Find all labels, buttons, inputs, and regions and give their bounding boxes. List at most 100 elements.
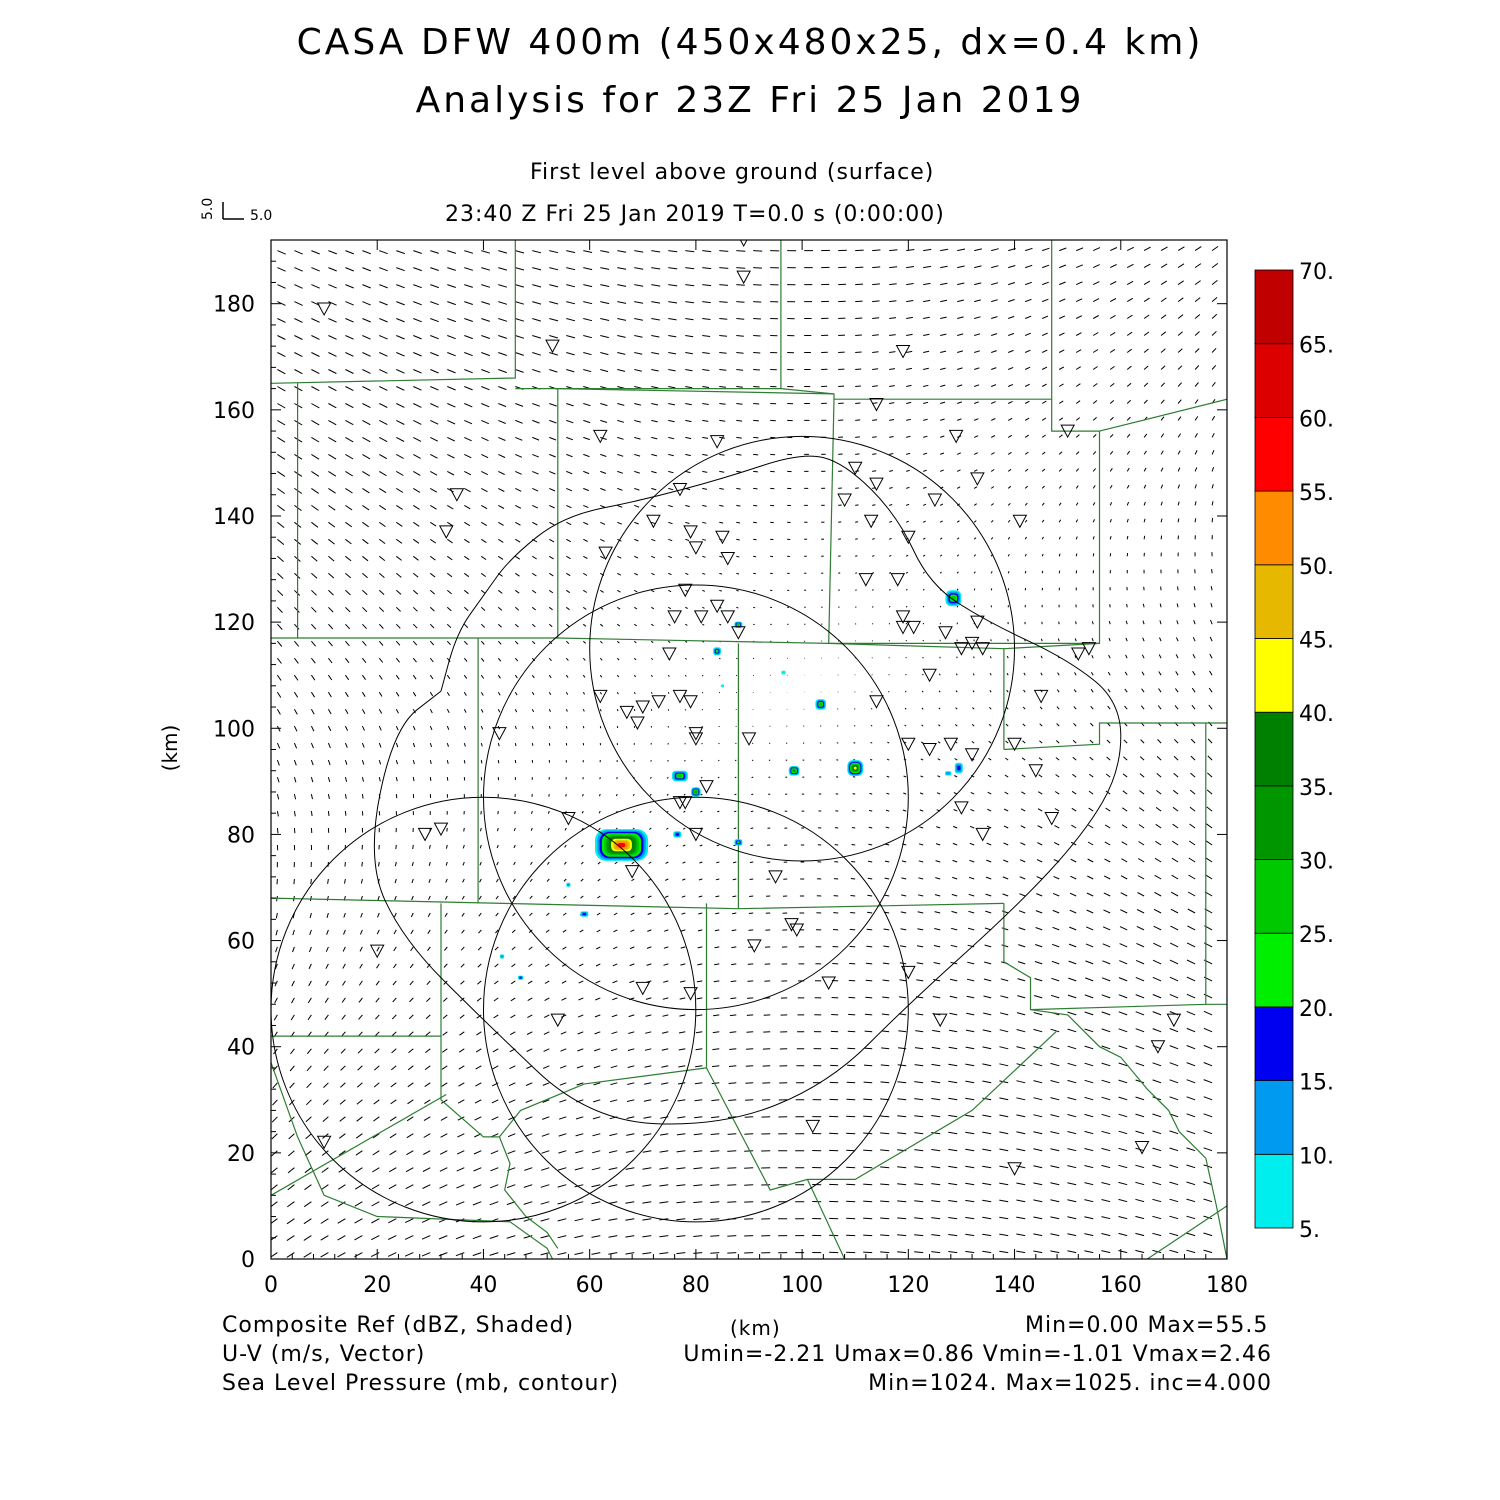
station-marker-63: [964, 748, 980, 762]
x-tick-label-4: 80: [682, 1273, 710, 1298]
station-marker-6: [592, 429, 608, 444]
wind-vectors: [271, 245, 1219, 1258]
pressure-contours: [373, 455, 1122, 1125]
echo-cell-12-level-15: [582, 912, 586, 916]
echo-cell-11: [734, 839, 743, 846]
station-marker-89: [1150, 1040, 1166, 1054]
y-tick-label-5: 100: [213, 717, 255, 742]
radar-range-rings: [271, 435, 1015, 1223]
colorbar-label-13: 70.: [1299, 260, 1334, 285]
echo-cell-6-level-30: [694, 790, 697, 794]
station-marker-44: [1070, 647, 1086, 662]
y-tick-label-2: 40: [227, 1036, 255, 1061]
colorbar-band-7: [1254, 638, 1294, 713]
county-boundaries: [271, 240, 1227, 1259]
station-marker-76: [624, 865, 640, 879]
station-marker-38: [938, 626, 953, 640]
echo-cell-0: [595, 829, 649, 861]
station-marker-49: [635, 700, 651, 715]
station-marker-47: [592, 689, 608, 704]
county-boundary-3: [297, 383, 559, 639]
colorbar-band-6: [1254, 711, 1294, 787]
station-marker-29: [677, 583, 693, 598]
station-marker-80: [369, 944, 385, 959]
county-boundary-23: [271, 1093, 447, 1196]
echo-cell-3-level-25: [819, 702, 823, 706]
colorbar-label-9: 50.: [1299, 555, 1334, 580]
station-marker-14: [970, 472, 985, 486]
station-marker-11: [672, 482, 688, 497]
field3-name: Sea Level Pressure (mb, contour): [222, 1371, 620, 1396]
y-tick-label-3: 60: [227, 930, 255, 955]
station-marker-19: [683, 525, 698, 539]
reflectivity-echoes: [499, 590, 963, 980]
station-marker-78: [784, 918, 799, 932]
county-boundary-25: [498, 1136, 559, 1249]
echo-cell-14-level-10: [500, 955, 504, 958]
station-marker-23: [1012, 514, 1028, 529]
county-boundary-28: [1205, 1158, 1227, 1259]
station-marker-59: [688, 732, 704, 746]
axes: 0 20 40 60 80 100 120 140 160 180 0 20 40 60 80 100 120 1…: [213, 240, 1248, 1298]
station-marker-69: [954, 801, 969, 815]
echo-cell-16-level-5: [781, 670, 786, 675]
station-marker-10: [449, 488, 465, 502]
reference-vector-u-label: 5.0: [250, 208, 272, 224]
station-marker-79: [789, 923, 805, 937]
station-marker-54: [1033, 689, 1049, 704]
echo-cell-7-level-20: [715, 650, 719, 653]
echo-cell-7: [713, 647, 722, 656]
station-marker-50: [672, 689, 688, 704]
station-marker-58: [741, 732, 757, 746]
colorbar-label-6: 35.: [1299, 776, 1334, 801]
station-marker-0: [316, 302, 332, 317]
station-marker-12: [847, 461, 863, 476]
county-boundary-26: [806, 1179, 846, 1259]
county-boundary-9: [1099, 398, 1227, 432]
station-marker-31: [667, 610, 682, 624]
station-marker-91: [805, 1119, 821, 1134]
echo-cell-15: [518, 975, 524, 980]
colorbar-band-1: [1254, 1080, 1294, 1155]
y-tick-label-4: 80: [227, 823, 255, 848]
station-marker-51: [683, 695, 698, 709]
colorbar: 5. 10. 15. 20. 25. 30. 35. 40. 45. 50. 55. 60. 65. 70…: [1254, 260, 1334, 1243]
echo-cell-5: [672, 770, 688, 782]
field3-stats: Min=1024. Max=1025. inc=4.000: [868, 1371, 1272, 1396]
station-marker-82: [900, 965, 916, 980]
station-marker-66: [699, 780, 714, 794]
station-marker-4: [895, 344, 911, 359]
station-marker-24: [598, 546, 613, 561]
colorbar-label-10: 55.: [1299, 481, 1334, 506]
colorbar-label-0: 5.: [1299, 1218, 1320, 1243]
station-marker-3: [545, 339, 560, 354]
x-tick-label-3: 60: [576, 1273, 604, 1298]
station-marker-16: [927, 493, 943, 508]
station-marker-41: [954, 642, 969, 656]
echo-cell-17-level-5: [720, 684, 725, 688]
colorbar-band-9: [1254, 490, 1294, 566]
station-marker-52: [619, 705, 635, 720]
station-marker-68: [672, 796, 688, 810]
station-marker-85: [683, 987, 698, 1001]
station-marker-71: [1044, 811, 1060, 826]
station-marker-90: [316, 1135, 332, 1150]
echo-cell-11-level-20: [737, 841, 740, 844]
station-marker-65: [1028, 764, 1044, 778]
echo-cell-16: [781, 670, 786, 675]
station-marker-8: [948, 429, 964, 444]
axis-unit-label: (km): [730, 1316, 781, 1340]
station-marker-57: [688, 727, 704, 741]
station-marker-72: [417, 827, 433, 842]
station-marker-43: [1081, 642, 1097, 656]
station-marker-5: [869, 398, 884, 412]
colorbar-label-5: 30.: [1299, 850, 1334, 875]
station-marker-93: [1007, 1162, 1022, 1176]
county-boundary-19: [440, 903, 707, 1138]
county-boundary-1: [515, 240, 782, 390]
y-tick-label-0: 0: [241, 1248, 255, 1273]
x-tick-label-5: 100: [781, 1273, 823, 1298]
station-marker-61: [922, 743, 937, 757]
station-marker-25: [688, 541, 704, 555]
